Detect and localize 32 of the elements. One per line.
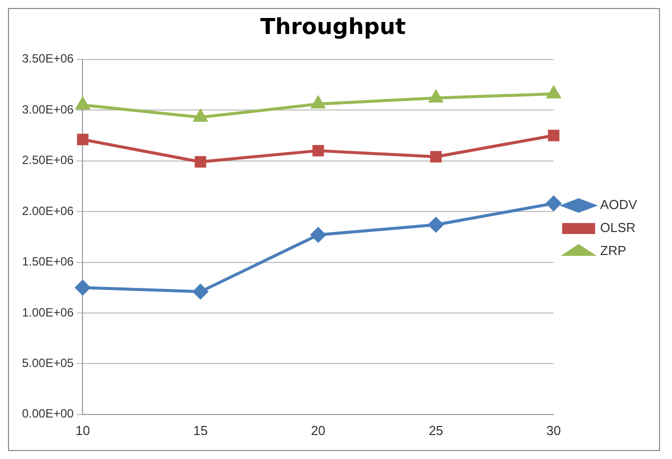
legend-label: AODV	[600, 197, 638, 212]
point	[428, 217, 444, 232]
x-tick-label: 20	[310, 422, 326, 438]
x-tick-label: 10	[75, 422, 90, 438]
x-tick-label: 15	[193, 422, 208, 438]
chart-title: Throughput	[260, 14, 406, 40]
point	[76, 98, 90, 110]
y-tick-label: 3.00E+06	[22, 102, 74, 116]
point	[75, 280, 90, 296]
y-tick-label: 5.00E+05	[22, 356, 74, 370]
point	[546, 196, 562, 211]
point	[311, 96, 325, 109]
y-tick-label: 2.50E+06	[22, 153, 74, 168]
point	[194, 110, 208, 122]
point	[192, 284, 208, 300]
point	[310, 227, 326, 242]
legend-label: OLSR	[600, 220, 636, 236]
point	[76, 134, 88, 146]
point	[548, 130, 560, 142]
point	[546, 86, 560, 98]
y-tick-label: 2.00E+06	[22, 204, 74, 218]
y-tick-label: 1.00E+06	[22, 305, 74, 320]
point	[429, 90, 443, 102]
point	[430, 151, 442, 163]
x-tick-label: 30	[546, 422, 561, 438]
y-tick-label: 1.50E+06	[22, 254, 74, 269]
x-tick-label: 25	[428, 422, 444, 438]
legend-label: ZRP	[600, 243, 626, 258]
point	[312, 144, 324, 156]
y-tick-label: 3.50E+06	[22, 52, 74, 66]
point	[194, 156, 206, 168]
y-tick-label: 0.00E+00	[22, 406, 74, 421]
